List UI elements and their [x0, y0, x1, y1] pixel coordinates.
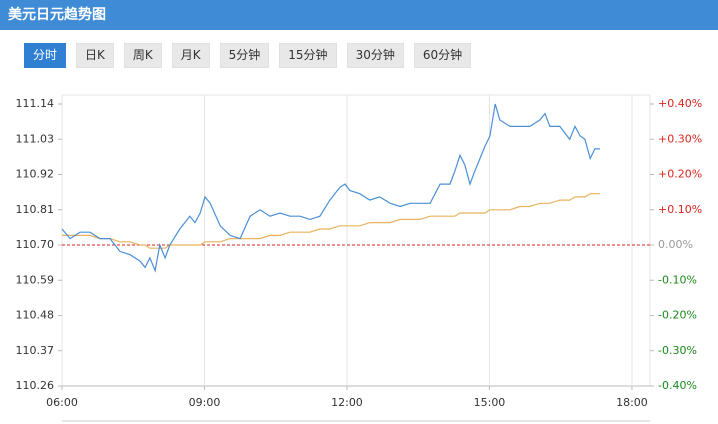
tab[interactable]: 30分钟	[346, 43, 404, 68]
x-tick-label: 15:00	[474, 396, 506, 409]
y2-tick-label: +0.30%	[658, 132, 702, 145]
tab[interactable]: 日K	[76, 43, 114, 68]
y-tick-label: 110.92	[16, 168, 55, 181]
y2-tick-label: +0.40%	[658, 97, 702, 110]
y2-tick-label: 0.00%	[658, 238, 693, 251]
tab[interactable]: 15分钟	[279, 43, 337, 68]
y-tick-label: 110.26	[16, 379, 55, 392]
tab[interactable]: 周K	[123, 43, 162, 68]
y2-tick-label: -0.10%	[658, 273, 697, 286]
x-tick-label: 18:00	[616, 396, 648, 409]
tab-bar: 分时 日K 周K 月K 5分钟 15分钟 30分钟 60分钟	[24, 43, 472, 68]
tab[interactable]: 5分钟	[219, 43, 270, 68]
x-tick-label: 06:00	[46, 396, 78, 409]
header-title: 美元日元趋势图	[0, 0, 718, 30]
plot-frame	[61, 94, 651, 387]
tab[interactable]: 月K	[171, 43, 210, 68]
tab[interactable]: 分时	[24, 43, 67, 68]
y-tick-label: 110.37	[16, 344, 55, 357]
y2-tick-label: -0.40%	[658, 379, 697, 392]
x-tick-label: 12:00	[331, 396, 363, 409]
y-tick-label: 110.48	[16, 309, 55, 322]
y2-tick-label: +0.20%	[658, 168, 702, 181]
y2-tick-label: -0.20%	[658, 309, 697, 322]
tab[interactable]: 60分钟	[413, 43, 472, 68]
x-tick-label: 09:00	[189, 396, 221, 409]
y-tick-label: 110.81	[16, 203, 55, 216]
y-tick-label: 110.59	[16, 273, 55, 286]
line-series	[61, 103, 601, 273]
y-tick-label: 110.70	[16, 238, 55, 251]
y2-tick-label: -0.30%	[658, 344, 697, 357]
line-series	[62, 193, 601, 249]
y-tick-label: 111.03	[16, 132, 55, 145]
y-tick-label: 111.14	[16, 97, 55, 110]
y2-tick-label: +0.10%	[658, 203, 702, 216]
